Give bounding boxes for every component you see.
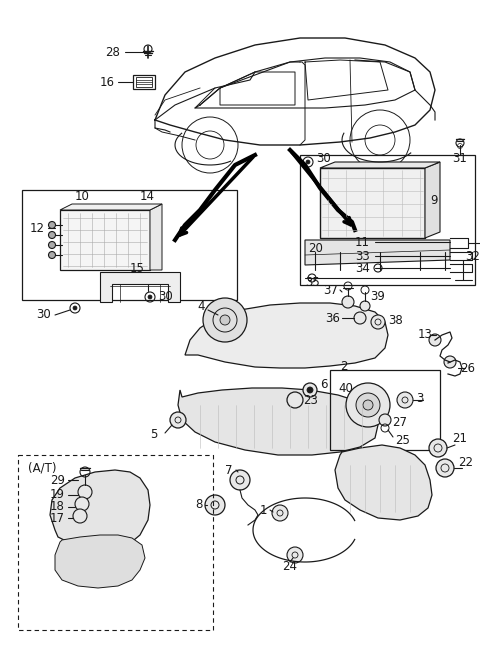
Text: 4: 4 — [197, 300, 204, 314]
Text: 6: 6 — [320, 379, 327, 392]
Circle shape — [363, 400, 373, 410]
Text: 30: 30 — [158, 291, 173, 304]
Text: 40: 40 — [338, 382, 353, 394]
Polygon shape — [320, 162, 440, 168]
Text: 30: 30 — [316, 152, 331, 165]
Bar — [320, 168, 425, 238]
Text: 29: 29 — [50, 474, 65, 487]
Circle shape — [170, 412, 186, 428]
Text: 38: 38 — [388, 314, 403, 327]
Polygon shape — [55, 535, 145, 588]
Bar — [133, 75, 155, 89]
Text: 21: 21 — [452, 432, 467, 445]
Polygon shape — [150, 204, 162, 270]
Text: 17: 17 — [50, 512, 65, 525]
Polygon shape — [425, 162, 440, 238]
Circle shape — [78, 485, 92, 499]
Polygon shape — [305, 240, 450, 265]
Text: 32: 32 — [465, 249, 480, 262]
Circle shape — [371, 315, 385, 329]
Circle shape — [346, 383, 390, 427]
Text: 7: 7 — [225, 464, 232, 476]
Text: 28: 28 — [105, 45, 120, 58]
Polygon shape — [100, 272, 180, 302]
Text: 20: 20 — [308, 241, 323, 255]
Circle shape — [436, 459, 454, 477]
Text: 10: 10 — [75, 190, 90, 203]
Circle shape — [354, 312, 366, 324]
Bar — [18, 455, 213, 630]
Bar — [300, 155, 475, 285]
Circle shape — [303, 383, 317, 397]
Polygon shape — [178, 388, 378, 455]
Circle shape — [356, 393, 380, 417]
Circle shape — [429, 439, 447, 457]
Polygon shape — [60, 204, 162, 210]
Circle shape — [73, 509, 87, 523]
Text: 1: 1 — [260, 504, 267, 516]
Text: 25: 25 — [395, 434, 410, 447]
Text: 39: 39 — [370, 289, 385, 302]
Circle shape — [287, 547, 303, 563]
Polygon shape — [185, 303, 388, 368]
Circle shape — [148, 295, 152, 299]
Text: 23: 23 — [303, 394, 318, 407]
Polygon shape — [335, 445, 432, 520]
Circle shape — [360, 301, 370, 311]
Circle shape — [307, 387, 313, 393]
Text: 15: 15 — [130, 262, 145, 274]
Text: 22: 22 — [458, 455, 473, 468]
Circle shape — [272, 505, 288, 521]
Text: 31: 31 — [452, 152, 467, 165]
Text: 2: 2 — [340, 361, 348, 373]
Circle shape — [397, 392, 413, 408]
Text: 5: 5 — [150, 428, 157, 441]
Circle shape — [287, 392, 303, 408]
Circle shape — [444, 356, 456, 368]
Circle shape — [220, 315, 230, 325]
Circle shape — [48, 251, 56, 258]
Text: 34: 34 — [355, 262, 370, 274]
Circle shape — [306, 160, 310, 164]
Text: 26: 26 — [460, 361, 475, 375]
Text: 36: 36 — [325, 312, 340, 325]
Text: 24: 24 — [282, 560, 297, 573]
Circle shape — [48, 241, 56, 249]
Text: 37: 37 — [323, 283, 338, 297]
Circle shape — [203, 298, 247, 342]
Text: 14: 14 — [140, 190, 155, 203]
Bar — [330, 370, 440, 450]
Text: 33: 33 — [355, 249, 370, 262]
Text: (A/T): (A/T) — [28, 462, 57, 474]
Circle shape — [48, 222, 56, 228]
Text: 16: 16 — [100, 75, 115, 89]
Bar — [22, 190, 237, 300]
Text: 11: 11 — [355, 236, 370, 249]
Bar — [136, 77, 152, 87]
Text: 35: 35 — [305, 276, 320, 289]
Text: 12: 12 — [30, 222, 45, 234]
Text: 19: 19 — [50, 489, 65, 501]
Circle shape — [73, 306, 77, 310]
Circle shape — [342, 296, 354, 308]
Circle shape — [230, 470, 250, 490]
Text: 27: 27 — [392, 415, 407, 428]
Circle shape — [48, 232, 56, 239]
Text: 9: 9 — [430, 194, 437, 207]
Text: 3: 3 — [416, 392, 423, 405]
Text: 13: 13 — [418, 329, 433, 342]
Circle shape — [379, 414, 391, 426]
Text: 8: 8 — [195, 499, 203, 512]
Circle shape — [75, 497, 89, 511]
Polygon shape — [50, 470, 150, 548]
Circle shape — [429, 334, 441, 346]
Circle shape — [205, 495, 225, 515]
Text: 18: 18 — [50, 501, 65, 514]
Bar — [60, 210, 150, 270]
Text: 30: 30 — [36, 308, 51, 321]
